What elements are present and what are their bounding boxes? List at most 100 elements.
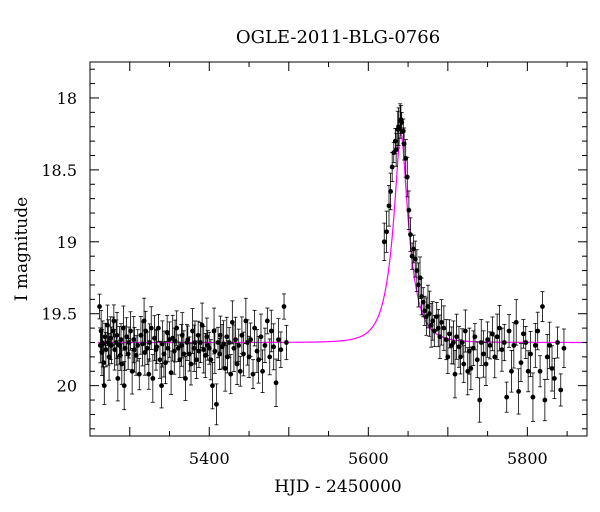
model-curve (97, 132, 587, 344)
data-marker (250, 371, 256, 377)
data-marker (224, 334, 230, 340)
data-marker (102, 334, 108, 340)
data-point (447, 319, 452, 349)
data-point (142, 329, 148, 376)
data-marker (267, 354, 273, 360)
data-marker (487, 342, 493, 348)
data-marker (281, 304, 287, 309)
x-tick-label: 5400 (189, 449, 230, 468)
chart-title: OGLE-2011-BLG-0766 (236, 27, 440, 48)
data-marker (547, 342, 553, 348)
data-point (163, 341, 168, 385)
data-marker (497, 325, 502, 331)
data-point (445, 339, 451, 374)
data-marker (229, 319, 235, 325)
data-marker (136, 371, 142, 377)
data-point (544, 333, 550, 380)
data-marker (439, 319, 444, 325)
data-marker (105, 340, 111, 345)
data-marker (400, 128, 406, 134)
data-marker (258, 334, 264, 340)
data-marker (131, 337, 137, 343)
data-point (523, 326, 529, 359)
data-marker (492, 354, 498, 360)
x-tick-label: 5600 (348, 449, 389, 468)
data-marker (454, 334, 459, 340)
data-marker (228, 371, 234, 377)
data-marker (97, 304, 102, 309)
data-marker (478, 340, 484, 345)
data-marker (256, 357, 261, 363)
data-marker (540, 304, 545, 309)
data-marker (431, 328, 437, 334)
data-marker (129, 368, 135, 374)
data-marker (114, 332, 120, 338)
data-point (101, 366, 107, 405)
data-point (97, 293, 102, 320)
data-point (497, 304, 502, 352)
data-marker (481, 351, 487, 357)
data-marker (459, 340, 465, 345)
data-point (128, 311, 133, 351)
data-marker (163, 360, 168, 366)
data-marker (113, 340, 119, 345)
data-marker (164, 330, 170, 335)
data-point (478, 319, 484, 366)
data-marker (542, 397, 548, 403)
data-point (212, 328, 218, 374)
data-marker (268, 328, 274, 334)
data-point (474, 341, 480, 379)
data-point (516, 368, 522, 415)
data-point (278, 331, 284, 368)
data-marker (217, 351, 223, 357)
data-point (237, 355, 243, 387)
data-marker (210, 383, 215, 389)
data-marker (528, 351, 533, 357)
data-point (558, 373, 564, 407)
data-point (258, 313, 264, 360)
data-marker (119, 361, 125, 367)
data-marker (195, 332, 201, 338)
data-marker (115, 376, 121, 381)
data-marker (191, 345, 197, 351)
data-marker (121, 383, 127, 389)
data-marker (516, 389, 522, 394)
data-marker (451, 340, 456, 345)
data-marker (544, 354, 550, 360)
data-marker (234, 361, 240, 367)
data-point (462, 309, 468, 353)
data-point (159, 362, 164, 409)
data-point (284, 324, 289, 361)
data-marker (124, 334, 129, 340)
data-point (477, 377, 483, 423)
data-point (276, 318, 281, 361)
data-marker (284, 340, 289, 345)
data-point (150, 354, 156, 403)
data-marker (214, 401, 219, 407)
data-point (155, 314, 161, 343)
data-marker (511, 342, 517, 348)
data-point (271, 323, 277, 371)
data-marker (494, 334, 500, 340)
data-marker (108, 335, 114, 341)
data-point (228, 354, 234, 395)
y-tick-label: 18 (57, 89, 77, 108)
data-point (551, 357, 557, 400)
data-marker (211, 328, 217, 334)
x-axis-label: HJD - 2450000 (274, 477, 402, 497)
data-point (208, 339, 214, 381)
data-marker (233, 337, 238, 343)
data-marker (188, 361, 194, 367)
axis-ticks: 5400 5600 5800 18 18.5 19 19.5 20 (41, 62, 587, 468)
data-marker (501, 340, 507, 345)
data-point (518, 343, 524, 383)
data-point (229, 300, 235, 345)
data-point (267, 338, 273, 376)
data-point (214, 383, 219, 426)
data-marker (474, 357, 480, 363)
data-marker (392, 138, 398, 144)
data-marker (159, 383, 164, 389)
data-point (504, 381, 510, 413)
data-marker (551, 376, 557, 381)
data-point (492, 335, 498, 379)
